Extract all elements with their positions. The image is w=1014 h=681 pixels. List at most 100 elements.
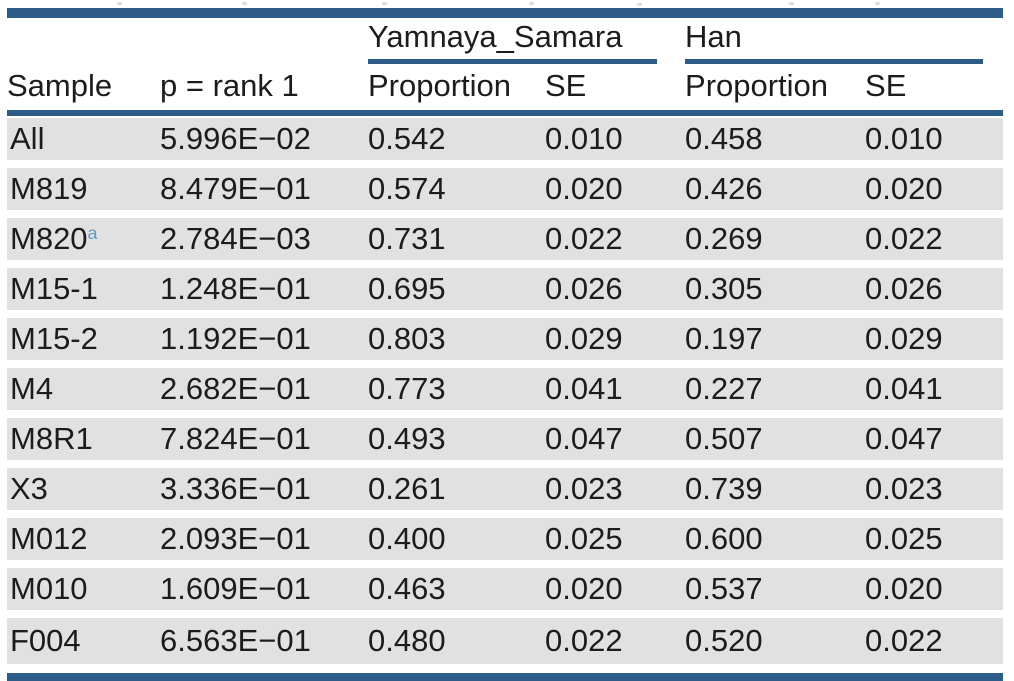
sample-cell: M819 [7,168,160,218]
sample-cell: M4 [7,368,160,418]
yamnaya-se-cell: 0.025 [545,518,686,568]
han-proportion-cell: 0.520 [685,618,866,668]
column-header-han-proportion: Proportion [685,64,866,116]
yamnaya-proportion-cell: 0.731 [368,218,545,268]
han-proportion-cell: 0.537 [685,568,866,618]
yamnaya-proportion-cell: 0.695 [368,268,545,318]
sample-label: M15-2 [10,321,98,356]
yamnaya-se-cell: 0.047 [545,418,686,468]
han-proportion-cell: 0.197 [685,318,866,368]
han-se-cell: 0.022 [865,218,1004,268]
p-rank1-cell: 8.479E−01 [160,168,368,218]
han-proportion-cell: 0.600 [685,518,866,568]
sample-label: M15-1 [10,271,98,306]
han-se-cell: 0.029 [865,318,1004,368]
table-top-rule [7,8,1003,18]
yamnaya-proportion-cell: 0.493 [368,418,545,468]
yamnaya-se-cell: 0.020 [545,168,686,218]
yamnaya-se-cell: 0.022 [545,618,686,668]
group-underline-yamnaya: Yamnaya_Samara [368,20,658,64]
han-se-cell: 0.025 [865,518,1004,568]
han-se-cell: 0.020 [865,568,1004,618]
table-row: M010 1.609E−01 0.463 0.020 0.537 0.020 [7,568,1004,618]
sample-label: M820 [10,221,88,256]
yamnaya-proportion-cell: 0.480 [368,618,545,668]
yamnaya-proportion-cell: 0.463 [368,568,545,618]
sample-label: M8R1 [10,421,93,456]
column-header-yamnaya-proportion: Proportion [368,64,545,116]
yamnaya-proportion-cell: 0.261 [368,468,545,518]
p-rank1-cell: 1.248E−01 [160,268,368,318]
cropped-caption-remnant [7,0,1003,8]
group-header-row: Yamnaya_Samara Han [7,18,1003,64]
sample-cell: All [7,116,160,168]
han-proportion-cell: 0.739 [685,468,866,518]
footnote-marker-link[interactable]: a [87,223,98,244]
p-rank1-cell: 3.336E−01 [160,468,368,518]
yamnaya-proportion-cell: 0.400 [368,518,545,568]
han-proportion-cell: 0.269 [685,218,866,268]
han-proportion-cell: 0.227 [685,368,866,418]
table-row: M15-1 1.248E−01 0.695 0.026 0.305 0.026 [7,268,1004,318]
han-se-cell: 0.023 [865,468,1004,518]
p-rank1-cell: 2.682E−01 [160,368,368,418]
table-row: M819 8.479E−01 0.574 0.020 0.426 0.020 [7,168,1004,218]
table-row: M4 2.682E−01 0.773 0.041 0.227 0.041 [7,368,1004,418]
yamnaya-se-cell: 0.041 [545,368,686,418]
han-proportion-cell: 0.305 [685,268,866,318]
han-se-cell: 0.026 [865,268,1004,318]
sample-cell: M15-1 [7,268,160,318]
sample-label: X3 [10,471,48,506]
sample-label: F004 [10,623,81,658]
sample-label: M4 [10,371,54,406]
yamnaya-se-cell: 0.029 [545,318,686,368]
han-proportion-cell: 0.458 [685,116,866,168]
p-rank1-cell: 2.093E−01 [160,518,368,568]
p-rank1-cell: 5.996E−02 [160,116,368,168]
p-rank1-cell: 6.563E−01 [160,618,368,668]
table-row: M15-2 1.192E−01 0.803 0.029 0.197 0.029 [7,318,1004,368]
p-rank1-cell: 1.192E−01 [160,318,368,368]
yamnaya-se-cell: 0.023 [545,468,686,518]
sample-cell: M010 [7,568,160,618]
yamnaya-se-cell: 0.026 [545,268,686,318]
yamnaya-proportion-cell: 0.803 [368,318,545,368]
sample-cell: X3 [7,468,160,518]
sample-label: M010 [10,571,88,606]
sample-label: M819 [10,171,88,206]
yamnaya-se-cell: 0.022 [545,218,686,268]
han-se-cell: 0.041 [865,368,1004,418]
yamnaya-proportion-cell: 0.574 [368,168,545,218]
p-rank1-cell: 1.609E−01 [160,568,368,618]
table-row: M820a 2.784E−03 0.731 0.022 0.269 0.022 [7,218,1004,268]
han-se-cell: 0.022 [865,618,1004,668]
han-se-cell: 0.020 [865,168,1004,218]
group-underline-han: Han [685,19,984,64]
sample-cell: M8R1 [7,418,160,468]
yamnaya-proportion-cell: 0.542 [368,116,545,168]
group-header-spacer [7,18,368,64]
group-header-yamnaya-samara: Yamnaya_Samara [368,18,685,64]
column-header-row: Sample p = rank 1 Proportion SE Proporti… [7,64,1004,116]
table-row: M8R1 7.824E−01 0.493 0.047 0.507 0.047 [7,418,1004,468]
han-proportion-cell: 0.507 [685,418,866,468]
table-bottom-rule [7,673,1003,681]
table-row: M012 2.093E−01 0.400 0.025 0.600 0.025 [7,518,1004,568]
sample-cell: M012 [7,518,160,568]
sample-label: All [10,121,45,156]
sample-cell: F004 [7,618,160,668]
han-se-cell: 0.010 [865,116,1004,168]
yamnaya-se-cell: 0.020 [545,568,686,618]
han-se-cell: 0.047 [865,418,1004,468]
table-body: All 5.996E−02 0.542 0.010 0.458 0.010 M8… [7,116,1004,668]
sample-cell: M820a [7,218,160,268]
yamnaya-proportion-cell: 0.773 [368,368,545,418]
column-header-p-rank1: p = rank 1 [160,64,368,116]
han-proportion-cell: 0.426 [685,168,866,218]
table-row: All 5.996E−02 0.542 0.010 0.458 0.010 [7,116,1004,168]
sample-label: M012 [10,521,88,556]
ancestry-proportions-table: Yamnaya_Samara Han Sample p = rank 1 Pro… [7,18,1004,668]
group-label-han: Han [685,19,742,54]
column-header-sample: Sample [7,64,160,116]
